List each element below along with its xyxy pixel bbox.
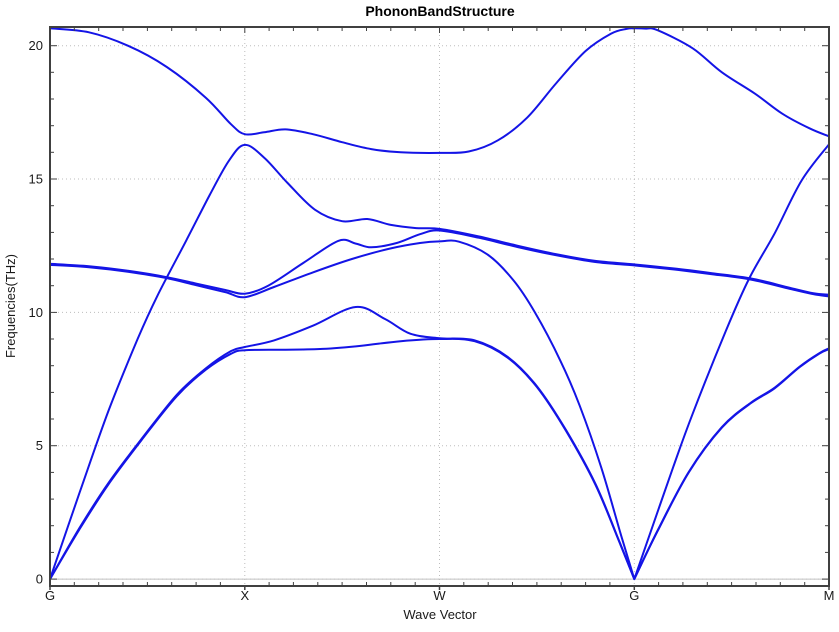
band-curve	[49, 143, 830, 581]
axis-tick-labels: 0 5 10 15 20 G X W G M	[29, 38, 835, 603]
band-curve	[49, 27, 830, 154]
plot-frame	[49, 26, 830, 587]
x-tick-label: W	[433, 588, 446, 603]
y-axis-label: Frequencies(THz)	[3, 254, 18, 358]
y-tick-label: 10	[29, 305, 43, 320]
x-tick-label: M	[824, 588, 835, 603]
band-curve	[49, 305, 830, 581]
x-tick-label: G	[45, 588, 55, 603]
chart-title: PhononBandStructure	[365, 3, 515, 19]
y-tick-label: 0	[36, 572, 43, 587]
band-curves	[49, 27, 830, 581]
y-tick-label: 15	[29, 172, 43, 187]
x-tick-label: X	[240, 588, 249, 603]
x-axis-label: Wave Vector	[403, 607, 477, 622]
x-tick-label: G	[629, 588, 639, 603]
axis-ticks	[49, 27, 830, 590]
plot-border	[49, 26, 830, 587]
y-tick-label: 20	[29, 38, 43, 53]
grid-lines	[49, 27, 830, 586]
band-curve	[49, 229, 830, 298]
band-curve	[49, 143, 830, 581]
y-tick-label: 5	[36, 438, 43, 453]
